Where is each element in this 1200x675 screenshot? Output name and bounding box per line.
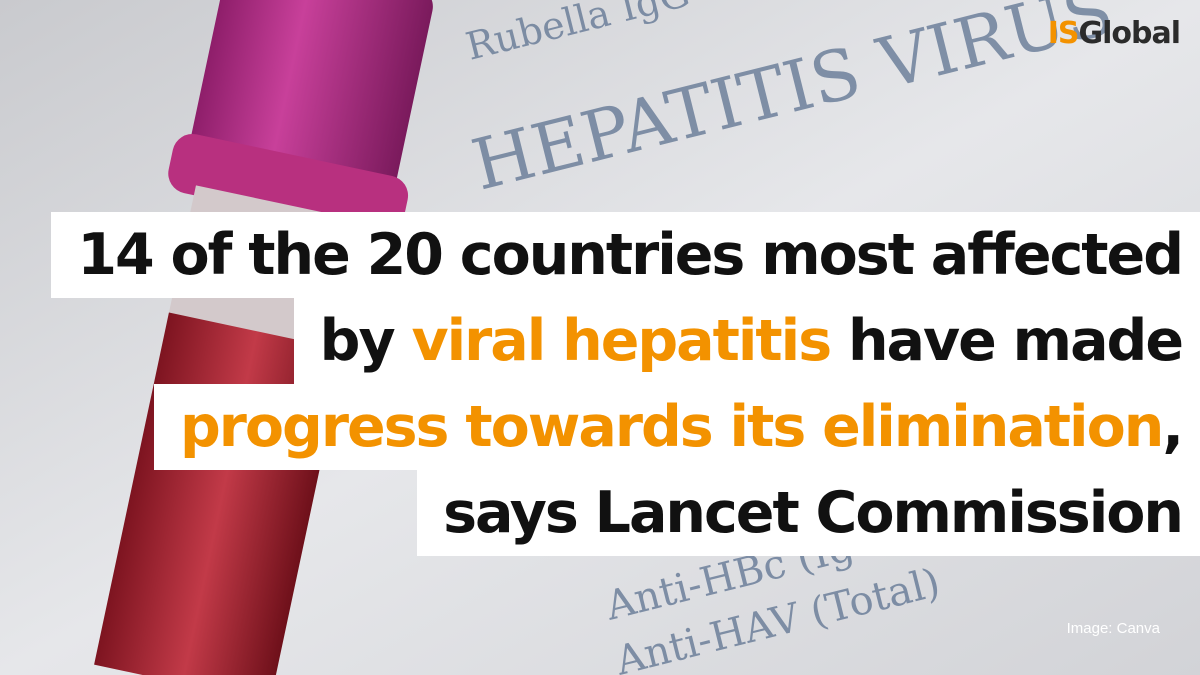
headline-text: progress towards its elimination xyxy=(179,394,1164,460)
headline-text: says Lancet Commission xyxy=(443,480,1184,546)
headline: 14 of the 20 countries most affected by v… xyxy=(51,212,1200,556)
headline-line: by viral hepatitis have made xyxy=(293,298,1200,384)
headline-text: viral hepatitis xyxy=(411,308,832,374)
image-credit: Image: Canva xyxy=(1066,620,1160,637)
headline-text: have made xyxy=(830,308,1184,374)
logo-part: IS xyxy=(1047,16,1080,51)
headline-line: 14 of the 20 countries most affected xyxy=(51,212,1200,298)
headline-line: progress towards its elimination, xyxy=(153,384,1200,470)
logo-part: Global xyxy=(1078,16,1181,51)
logo: ISGlobal xyxy=(1047,16,1181,51)
headline-text: , xyxy=(1162,394,1184,460)
headline-text: by xyxy=(319,308,412,374)
headline-text: 14 of the 20 countries most affected xyxy=(77,222,1184,288)
headline-line: says Lancet Commission xyxy=(417,470,1200,556)
